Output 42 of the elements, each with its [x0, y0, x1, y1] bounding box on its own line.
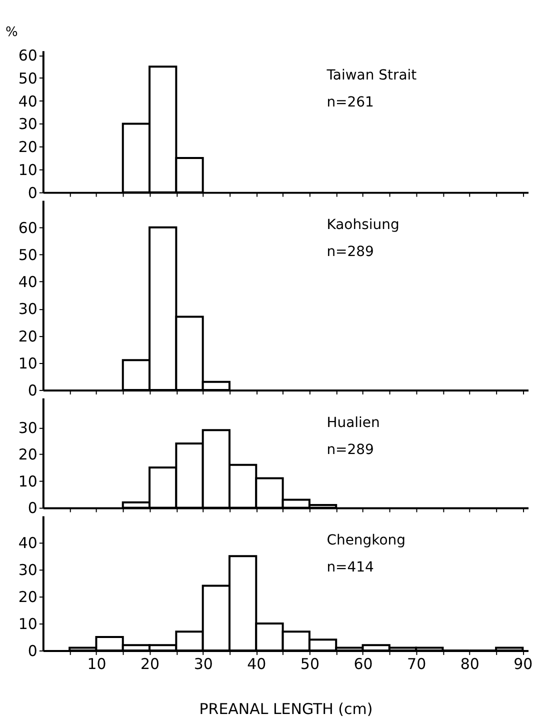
y-tick-label: 10: [18, 354, 38, 372]
x-tick-label: 60: [354, 654, 373, 673]
x-tick-label: 40: [247, 654, 266, 673]
y-axis-title: %: [5, 25, 18, 40]
x-tick-label: 20: [140, 654, 160, 673]
y-tick-label: 50: [18, 69, 38, 88]
y-tick-label: 20: [18, 327, 38, 346]
y-tick-label: 20: [18, 446, 38, 464]
y-tick-label: 20: [18, 588, 38, 606]
annotation: Taiwan Strait: [326, 68, 418, 84]
annotation: n=414: [326, 560, 374, 576]
y-tick-label: 0: [28, 499, 38, 518]
y-tick-label: 0: [28, 381, 38, 400]
annotation: n=261: [326, 94, 374, 110]
y-tick-label: 60: [18, 46, 38, 65]
y-tick-label: 20: [18, 138, 38, 156]
y-tick-label: 30: [18, 300, 38, 318]
y-tick-label: 60: [18, 218, 38, 237]
y-tick-label: 40: [18, 92, 38, 110]
y-tick-label: 0: [28, 642, 38, 660]
y-tick-label: 40: [18, 534, 38, 552]
y-tick-label: 0: [28, 184, 38, 202]
y-tick-label: 30: [18, 561, 38, 580]
y-tick-label: 50: [18, 246, 38, 264]
x-tick-label: 70: [407, 654, 426, 673]
x-tick-label: 90: [514, 654, 533, 673]
y-tick-label: 10: [18, 160, 38, 179]
y-tick-label: 40: [18, 273, 38, 292]
y-tick-label: 10: [18, 615, 38, 634]
x-tick-label: 80: [460, 654, 480, 673]
x-axis-title: PREANAL LENGTH (cm): [199, 700, 373, 718]
y-tick-label: 10: [18, 472, 38, 490]
annotation: n=289: [326, 442, 374, 458]
y-tick-label: 30: [18, 115, 38, 134]
annotation: Hualien: [326, 414, 380, 431]
annotation: Kaohsiung: [326, 217, 400, 234]
x-tick-label: 10: [87, 654, 106, 673]
y-tick-label: 30: [18, 418, 38, 437]
x-tick-label: 30: [194, 654, 213, 673]
x-tick-label: 50: [300, 654, 320, 673]
annotation: Chengkong: [326, 532, 406, 549]
annotation: n=289: [326, 244, 374, 260]
